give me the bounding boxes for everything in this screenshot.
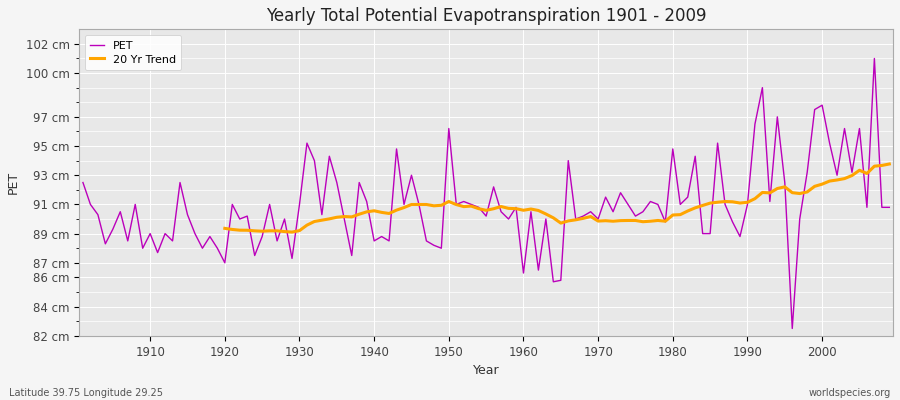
PET [884, 205, 895, 210]
Legend: PET, 20 Yr Trend: PET, 20 Yr Trend [85, 35, 181, 70]
Y-axis label: PET: PET [7, 171, 20, 194]
20 Yr Trend [884, 162, 895, 166]
Line: 20 Yr Trend: 20 Yr Trend [225, 164, 889, 232]
PET [869, 56, 880, 61]
PET [608, 209, 618, 214]
PET [77, 180, 88, 185]
Text: worldspecies.org: worldspecies.org [809, 388, 891, 398]
PET [787, 326, 797, 331]
20 Yr Trend [861, 171, 872, 176]
Line: PET: PET [83, 58, 889, 328]
20 Yr Trend [779, 184, 790, 189]
20 Yr Trend [795, 191, 806, 196]
Text: Latitude 39.75 Longitude 29.25: Latitude 39.75 Longitude 29.25 [9, 388, 163, 398]
20 Yr Trend [428, 204, 439, 208]
20 Yr Trend [689, 206, 700, 210]
PET [302, 141, 312, 146]
Title: Yearly Total Potential Evapotranspiration 1901 - 2009: Yearly Total Potential Evapotranspiratio… [266, 7, 706, 25]
X-axis label: Year: Year [472, 364, 500, 377]
20 Yr Trend [286, 230, 297, 234]
PET [346, 253, 357, 258]
PET [518, 271, 529, 276]
PET [510, 205, 521, 210]
20 Yr Trend [220, 226, 230, 231]
20 Yr Trend [317, 218, 328, 222]
PET [138, 246, 148, 251]
